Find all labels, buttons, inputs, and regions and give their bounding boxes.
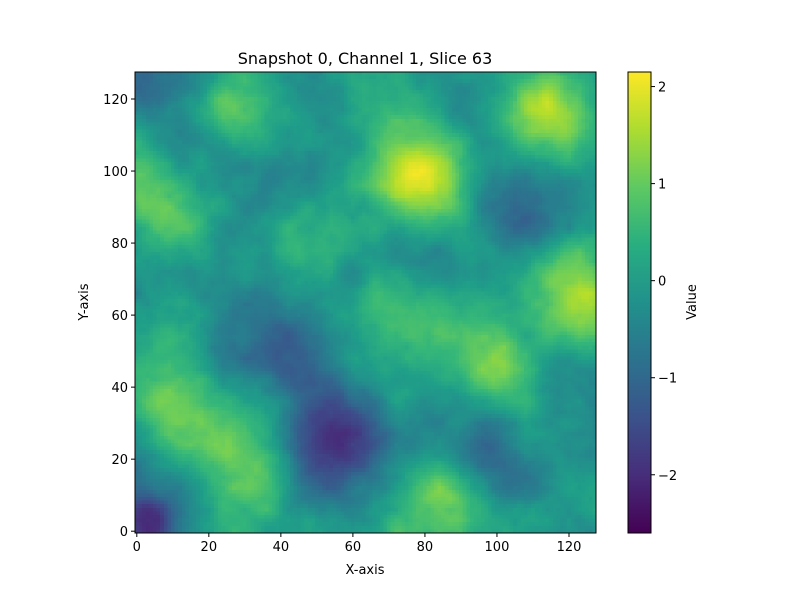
colorbar-tick-label: 1	[658, 178, 666, 193]
colorbar-tick-label: −2	[658, 469, 677, 484]
x-axis-ticks: 0 20 40 60 80 100 120	[133, 533, 582, 555]
colorbar-gradient	[627, 71, 652, 534]
heatmap-image	[135, 72, 596, 533]
y-tick-label: 120	[103, 93, 128, 108]
plot-frame	[134, 71, 597, 534]
y-tick-label: 80	[111, 237, 128, 252]
y-tick-label: 40	[111, 381, 128, 396]
x-tick-label: 0	[133, 540, 141, 555]
y-tick-label: 0	[120, 525, 128, 540]
colorbar-tick-label: 2	[658, 81, 666, 96]
plot-area	[134, 71, 597, 534]
colorbar: 2 1 0 −1 −2 Value	[627, 71, 700, 534]
x-tick-label: 80	[417, 540, 434, 555]
colorbar-ticks: 2 1 0 −1 −2	[651, 81, 677, 484]
x-tick-label: 40	[273, 540, 290, 555]
colorbar-label: Value	[685, 284, 700, 320]
y-tick-label: 60	[111, 309, 128, 324]
y-tick-label: 20	[111, 453, 128, 468]
y-axis-label: Y-axis	[77, 283, 92, 321]
y-tick-label: 100	[103, 165, 128, 180]
x-tick-label: 60	[345, 540, 362, 555]
x-axis-label: X-axis	[346, 563, 385, 578]
x-tick-label: 120	[557, 540, 582, 555]
x-tick-label: 20	[201, 540, 218, 555]
colorbar-tick-label: −1	[658, 372, 677, 387]
colorbar-tick-label: 0	[658, 275, 666, 290]
y-axis-ticks: 0 20 40 60 80 100 120	[103, 93, 135, 540]
chart-title: Snapshot 0, Channel 1, Slice 63	[238, 49, 493, 68]
x-tick-label: 100	[485, 540, 510, 555]
